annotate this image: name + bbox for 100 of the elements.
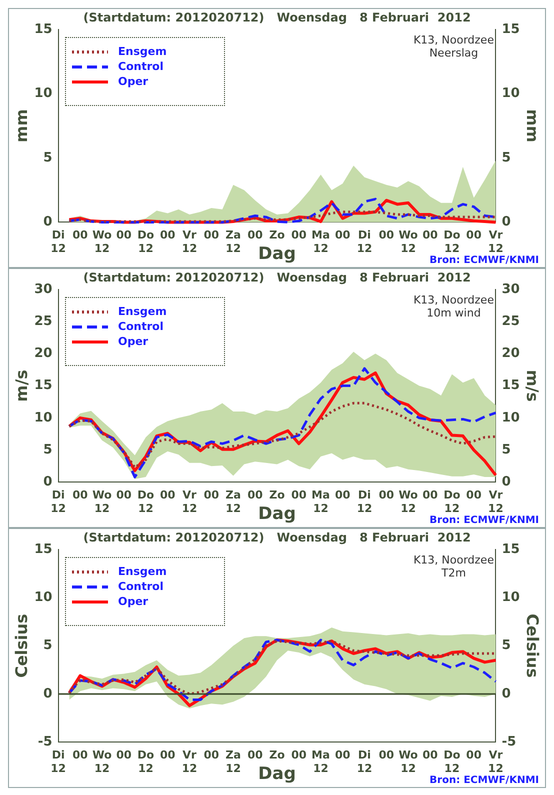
x-tick-label: Za 12 — [226, 748, 241, 775]
chart-title: (Startdatum: 2012020712) Woensdag 8 Februari 2012 — [83, 530, 471, 544]
x-tick-label: 00 — [116, 748, 132, 762]
annotation: Neerslag — [429, 46, 478, 60]
y-tick-label: 0 — [43, 214, 52, 230]
text: Bron: ECMWF/KNMI — [430, 255, 539, 266]
y2-tick-label: 0 — [502, 474, 511, 490]
x-axis-title: Dag — [258, 244, 296, 264]
y-tick-label: 15 — [34, 542, 52, 557]
y2-tick-label: 5 — [502, 638, 511, 654]
y2-tick-label: 0 — [502, 214, 511, 230]
y2-tick-label: 10 — [502, 410, 520, 426]
legend-label: Control — [118, 60, 164, 73]
x-axis-title: Dag — [258, 764, 296, 784]
x-tick-label: 00 — [247, 748, 264, 762]
text: Bron: ECMWF/KNMI — [430, 515, 539, 526]
y-tick-label: 0 — [43, 474, 52, 490]
x-tick-label: Ma 12 — [312, 748, 330, 775]
y-tick-label: 10 — [34, 590, 52, 605]
y-tick-label: 30 — [34, 282, 52, 297]
x-tick-label: 00 — [204, 228, 220, 242]
chart-title: (Startdatum: 2012020712) Woensdag 8 Februari 2012 — [83, 270, 471, 284]
legend-label: Control — [118, 580, 164, 593]
y-tick-label: 5 — [43, 442, 52, 458]
x-tick-label: Vr 12 — [182, 488, 198, 515]
x-tick-label: Zo — [269, 748, 286, 762]
y2-tick-label: 20 — [502, 346, 520, 362]
x-tick-label: Wo 12 — [92, 228, 112, 255]
x-tick-label: Ma 12 — [312, 228, 330, 255]
annotation: K13, Noordzee — [413, 553, 494, 566]
x-tick-label: Ma 12 — [312, 488, 330, 515]
y-tick-label: 20 — [34, 346, 52, 362]
y2-axis-title: Celsius — [523, 614, 542, 678]
x-tick-label: 00 — [378, 228, 394, 242]
x-tick-label: Za 12 — [226, 228, 241, 255]
x-tick-label: Wo 12 — [398, 228, 418, 255]
x-tick-label: Wo 12 — [398, 748, 418, 775]
y-tick-label: 10 — [34, 86, 52, 102]
x-tick-label: Di 12 — [50, 228, 66, 255]
line-series — [68, 402, 497, 469]
x-tick-label: 00 — [204, 488, 220, 502]
x-tick-label: Za 12 — [226, 488, 241, 515]
legend-label: Ensgem — [118, 305, 167, 318]
x-tick-label: Wo 12 — [398, 488, 418, 515]
x-tick-label: 00 — [247, 228, 264, 242]
y2-tick-label: 30 — [502, 282, 520, 297]
y2-tick-label: 10 — [502, 590, 520, 605]
y-tick-label: 5 — [43, 150, 52, 166]
y2-tick-label: 15 — [502, 542, 520, 557]
x-tick-label: Di 12 — [50, 748, 66, 775]
annotation: K13, Noordzee — [413, 33, 494, 46]
x-tick-label: 00 — [72, 488, 88, 502]
x-tick-label: 00 — [334, 748, 351, 762]
legend-label: Oper — [118, 595, 148, 608]
x-tick-label: 00 — [247, 488, 264, 502]
x-tick-label: Di 12 — [356, 488, 372, 515]
y2-tick-label: 5 — [502, 442, 511, 458]
y-axis-title: Celsius — [12, 614, 31, 678]
y-tick-label: -5 — [38, 734, 52, 750]
x-tick-label: 00 — [422, 748, 438, 762]
x-tick-label: 00 — [378, 488, 394, 502]
x-tick-label: 00 — [291, 748, 307, 762]
legend-label: Control — [118, 320, 164, 333]
y2-tick-label: 5 — [502, 150, 511, 166]
x-tick-label: Wo 12 — [92, 748, 112, 775]
x-tick-label: Zo — [269, 228, 286, 242]
x-tick-label: 00 — [160, 748, 176, 762]
y-tick-label: 15 — [34, 378, 52, 394]
text: Bron: ECMWF/KNMI — [430, 775, 539, 786]
x-tick-label: 00 — [422, 228, 438, 242]
y2-tick-label: 10 — [502, 86, 520, 102]
chart-title: (Startdatum: 2012020712) Woensdag 8 Februari 2012 — [83, 10, 471, 24]
legend-label: Ensgem — [118, 45, 167, 58]
x-tick-label: 00 — [116, 228, 132, 242]
y2-axis-title: mm — [523, 109, 542, 142]
x-tick-label: Zo — [269, 488, 286, 502]
x-tick-label: 00 — [422, 488, 438, 502]
x-tick-label: 00 — [466, 748, 482, 762]
y2-tick-label: 15 — [502, 22, 520, 37]
x-tick-label: Do 12 — [137, 488, 155, 515]
y-tick-label: 5 — [43, 638, 52, 654]
x-tick-label: 00 — [116, 488, 132, 502]
x-tick-label: 00 — [334, 228, 351, 242]
x-tick-label: Vr 12 — [182, 228, 198, 255]
annotation: K13, Noordzee — [413, 293, 494, 306]
x-tick-label: 00 — [160, 488, 176, 502]
x-tick-label: Di 12 — [356, 748, 372, 775]
y2-tick-label: -5 — [502, 734, 516, 750]
x-tick-label: 00 — [466, 488, 482, 502]
x-tick-label: Vr 12 — [182, 748, 198, 775]
x-tick-label: Wo 12 — [92, 488, 112, 515]
x-tick-label: Di 12 — [50, 488, 66, 515]
x-tick-label: Do 12 — [444, 488, 461, 515]
x-tick-label: 00 — [160, 228, 176, 242]
y2-tick-label: 15 — [502, 378, 520, 394]
y2-tick-label: 25 — [502, 314, 520, 329]
x-tick-label: Do 12 — [137, 228, 155, 255]
legend-label: Oper — [118, 75, 148, 88]
x-tick-label: 00 — [204, 748, 220, 762]
x-tick-label: Di 12 — [356, 228, 372, 255]
